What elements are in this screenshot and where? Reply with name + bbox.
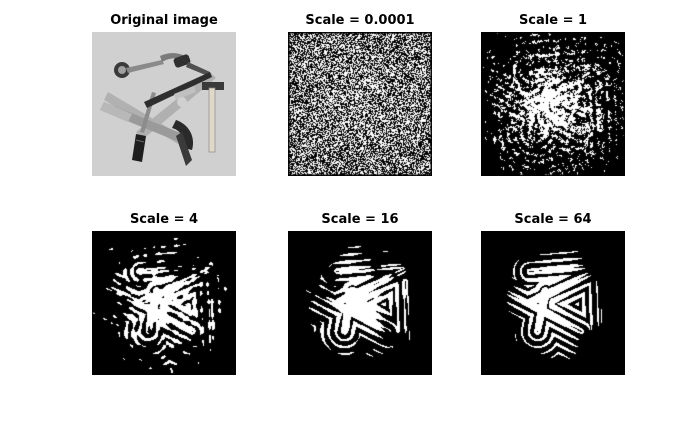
panel-title: Scale = 4	[129, 212, 199, 227]
binary-image-scale-16	[288, 231, 432, 375]
panel-title: Scale = 0.0001	[305, 13, 415, 28]
panel-title: Scale = 16	[321, 212, 399, 227]
binary-image-scale-4	[92, 231, 236, 375]
panel-title: Original image	[110, 13, 218, 28]
binary-image-scale-64	[481, 231, 625, 375]
original-image	[92, 32, 236, 176]
panel-title: Scale = 1	[518, 13, 588, 28]
wrench-shape	[144, 72, 212, 108]
binary-image-scale-0-0001	[288, 32, 432, 176]
small-hammer-shape	[202, 82, 224, 153]
drill-shape	[114, 53, 210, 78]
panel-title: Scale = 64	[514, 212, 592, 227]
binary-image-scale-1	[481, 32, 625, 176]
